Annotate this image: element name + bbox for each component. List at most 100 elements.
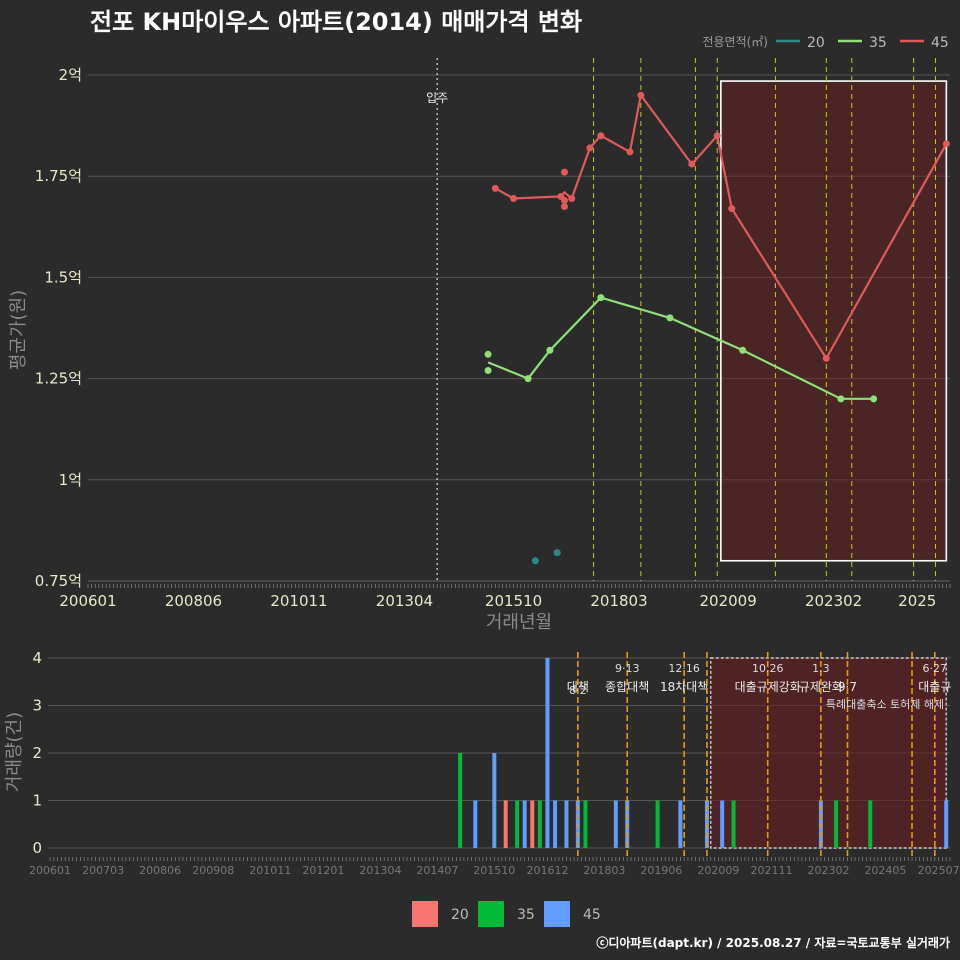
policy-date: 1.3 (812, 662, 830, 675)
volume-x-tick: 202507 (918, 864, 960, 877)
data-point-35 (524, 375, 532, 383)
volume-bar-45 (720, 800, 725, 848)
volume-bar-45 (678, 800, 683, 848)
data-point-35 (484, 350, 492, 358)
volume-x-tick: 200806 (139, 864, 181, 877)
source-footer: ⓒ디아파트(dapt.kr) / 2025.08.27 / 자료=국토교통부 실… (596, 935, 950, 950)
volume-bar-35 (515, 800, 520, 848)
volume-bar-45 (553, 800, 558, 848)
policy-note: 특례대출축소 토허제 해제 (826, 697, 944, 711)
volume-bar-45 (944, 800, 949, 848)
volume-y-tick: 2 (32, 744, 42, 762)
y-tick-label: 1.25억 (35, 370, 82, 388)
volume-legend: 20 35 45 (412, 901, 601, 927)
volume-x-tick: 201906 (640, 864, 682, 877)
volume-bar-45 (522, 800, 527, 848)
policy-label: 규제완화 (799, 680, 843, 694)
data-point-35 (597, 294, 605, 302)
x-tick-label: 201510 (485, 592, 542, 610)
volume-legend-label: 45 (583, 907, 601, 923)
data-point-35 (739, 346, 747, 354)
data-point-45 (510, 194, 518, 202)
volume-bar-45 (473, 800, 478, 848)
volume-x-tick: 201407 (416, 864, 458, 877)
volume-bar-20 (530, 800, 535, 848)
volume-bar-35 (868, 800, 873, 848)
volume-highlight-box (710, 657, 947, 849)
y-tick-label: 0.75억 (35, 572, 82, 590)
volume-panel: 0 1 2 3 4 200601 200703 200806 200908 201011 20120… (29, 649, 960, 877)
x-tick-label: 200601 (59, 592, 116, 610)
data-point-45 (688, 160, 696, 168)
data-point-45 (568, 194, 576, 202)
y-tick-label: 2억 (59, 66, 82, 84)
x-tick-label: 202009 (700, 592, 757, 610)
data-point-45 (560, 203, 568, 211)
policy-date: 8·2 (569, 684, 587, 697)
data-point-45 (586, 144, 594, 152)
volume-bar-35 (655, 800, 660, 848)
x-axis-label: 거래년월 (486, 612, 552, 633)
volume-x-tick: 201803 (583, 864, 625, 877)
x-tick-label: 201803 (590, 592, 647, 610)
volume-legend-label: 20 (451, 907, 469, 923)
policy-label: 대출규 (918, 680, 951, 694)
y-tick-label: 1억 (59, 471, 82, 489)
volume-x-tick: 200703 (82, 864, 124, 877)
volume-y-tick: 3 (32, 697, 42, 715)
volume-y-tick: 0 (32, 839, 42, 857)
data-point-35 (484, 367, 492, 375)
data-point-20 (531, 557, 539, 565)
volume-y-axis-label: 거래량(건) (4, 712, 25, 792)
x-tick-label: 2025 (898, 592, 936, 610)
policy-date: 9·13 (615, 662, 640, 675)
x-tick-label: 201304 (376, 592, 433, 610)
area-legend: 전용면적(㎡) 20 35 45 (702, 35, 948, 51)
volume-bar-45 (613, 800, 618, 848)
volume-x-tick: 202009 (697, 864, 739, 877)
volume-bar-35 (537, 800, 542, 848)
volume-legend-swatch (478, 901, 504, 927)
data-point-45 (597, 132, 605, 140)
volume-x-tick: 201201 (302, 864, 344, 877)
data-point-35 (870, 395, 878, 403)
y-axis-label: 평균가(원) (8, 290, 29, 370)
x-tick-label: 202302 (805, 592, 862, 610)
policy-date: 10.26 (752, 662, 784, 675)
volume-bar-20 (503, 800, 508, 848)
policy-label: 대책 (567, 679, 589, 694)
movein-label: 입주 (426, 91, 448, 105)
legend-label: 45 (931, 35, 949, 51)
policy-label: 대출규제강화 (735, 680, 801, 694)
volume-bar-45 (564, 800, 569, 848)
price-panel: 0.75억 1억 1.25억 1.5억 1.75억 2억 200601 200806 20101… (35, 58, 951, 610)
volume-x-tick: 202111 (751, 864, 793, 877)
volume-x-tick: 201304 (359, 864, 401, 877)
x-tick-label: 201011 (270, 592, 327, 610)
data-point-45 (637, 91, 645, 99)
data-point-45 (728, 205, 736, 213)
volume-legend-swatch (544, 901, 570, 927)
policy-label: 종합대책 (605, 679, 649, 694)
volume-x-tick: 202405 (864, 864, 906, 877)
data-point-20 (553, 549, 561, 557)
legend-title: 전용면적(㎡) (702, 35, 768, 49)
volume-x-tick: 200601 (29, 864, 71, 877)
y-tick-label: 1.5억 (44, 268, 82, 286)
volume-bar-35 (458, 753, 463, 848)
volume-x-tick: 201510 (473, 864, 515, 877)
series-line-35 (487, 296, 874, 400)
volume-legend-label: 35 (517, 907, 535, 923)
volume-bar-45 (545, 658, 550, 848)
volume-y-tick: 4 (32, 649, 42, 667)
data-point-35 (666, 314, 674, 322)
policy-label: 18차대책 (660, 679, 708, 694)
data-point-45 (713, 132, 721, 140)
volume-bar-35 (583, 800, 588, 848)
volume-legend-swatch (412, 901, 438, 927)
data-point-45 (942, 140, 950, 148)
policy-label: 9·7 (838, 680, 857, 694)
volume-x-tick: 202302 (807, 864, 849, 877)
volume-y-tick: 1 (32, 792, 42, 810)
chart-title: 전포 KH마이우스 아파트(2014) 매매가격 변화 (90, 8, 582, 36)
